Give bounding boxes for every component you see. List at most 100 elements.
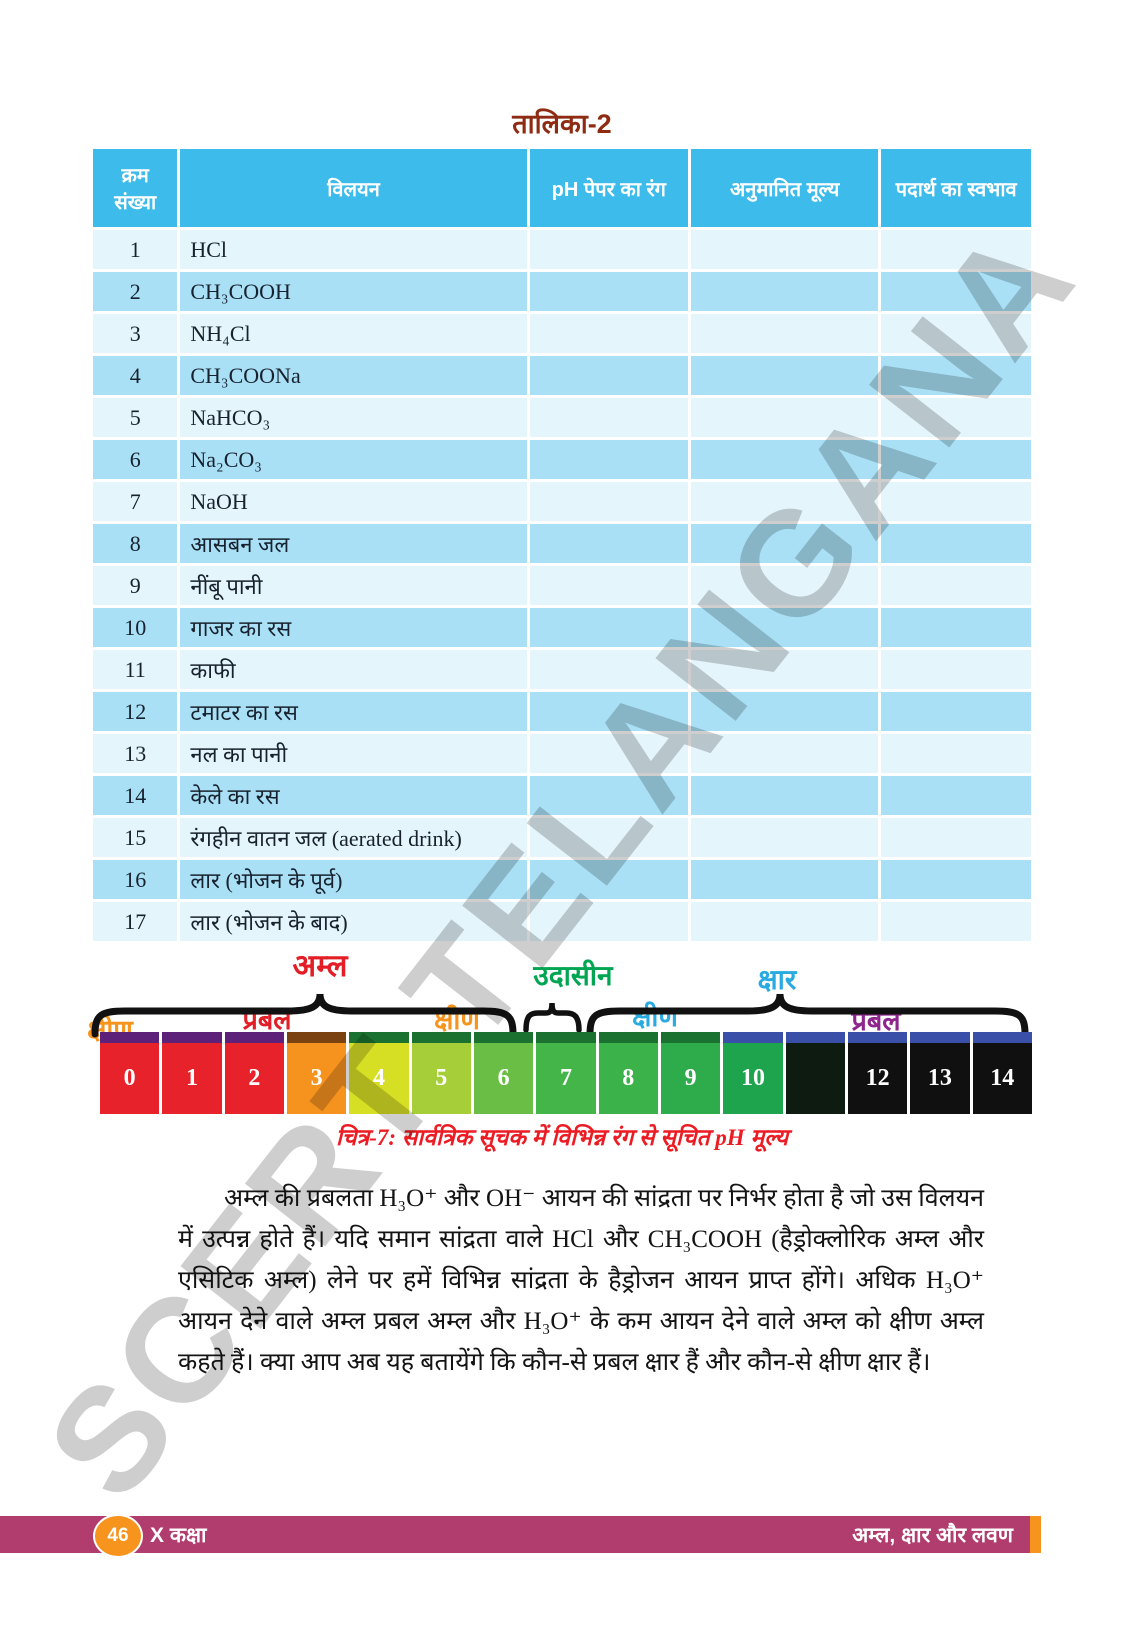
ph-scale-box: 6: [473, 1032, 534, 1114]
column-header: पदार्थ का स्वभाव: [881, 149, 1031, 227]
solution-name: गाजर का रस: [180, 608, 527, 647]
estimated-value-cell: [690, 566, 879, 605]
ph-paper-color-cell: [529, 482, 688, 521]
row-number: 4: [93, 356, 178, 395]
substance-nature-cell: [881, 608, 1031, 647]
neutral-group-label: उदासीन: [533, 960, 613, 991]
ph-paper-color-cell: [529, 356, 688, 395]
estimated-value-cell: [690, 650, 879, 689]
row-number: 11: [93, 650, 178, 689]
ph-scale-box: 13: [910, 1032, 970, 1114]
row-number: 5: [93, 398, 178, 437]
ph-scale-box: 2: [224, 1032, 284, 1114]
acid-brace: [91, 993, 517, 1038]
ph-paper-color-cell: [529, 566, 688, 605]
solution-name: केले का रस: [180, 776, 527, 815]
ph-scale-box: 14: [972, 1032, 1032, 1114]
ph-box-top-strip: [411, 1032, 471, 1043]
ph-paper-color-cell: [529, 440, 688, 479]
row-number: 10: [93, 608, 178, 647]
substance-nature-cell: [881, 230, 1031, 269]
ph-box-top-strip: [286, 1032, 347, 1043]
ph-box-top-strip: [847, 1032, 908, 1043]
ph-paper-color-cell: [529, 650, 688, 689]
substance-nature-cell: [881, 860, 1031, 899]
ph-scale-box: 4: [349, 1032, 409, 1114]
ph-paper-color-cell: [529, 776, 688, 815]
row-number: 6: [93, 440, 178, 479]
table-row: 12 टमाटर का रस: [93, 692, 1031, 731]
ph-paper-color-cell: [529, 860, 688, 899]
substance-nature-cell: [881, 734, 1031, 773]
substance-nature-cell: [881, 440, 1031, 479]
ph-box-top-strip: [723, 1032, 783, 1043]
ph-box-top-strip: [910, 1032, 970, 1043]
estimated-value-cell: [690, 860, 879, 899]
ph-paper-color-cell: [529, 692, 688, 731]
page-number-badge: 46: [93, 1514, 143, 1558]
solution-name: आसबन जल: [180, 524, 527, 563]
ph-scale-box: 7: [536, 1032, 596, 1114]
substance-nature-cell: [881, 818, 1031, 857]
solutions-table: क्रम संख्या विलयन pH पेपर का रंग अनुमानित म…: [90, 146, 1034, 944]
solution-name: CH₃COOH: [180, 272, 527, 311]
row-number: 14: [93, 776, 178, 815]
solution-name: HCl: [180, 230, 527, 269]
solution-name: नल का पानी: [180, 734, 527, 773]
table-row: 1 HCl: [93, 230, 1031, 269]
row-number: 3: [93, 314, 178, 353]
table-row: 9 नींबू पानी: [93, 566, 1031, 605]
ph-box-top-strip: [224, 1032, 284, 1043]
substance-nature-cell: [881, 314, 1031, 353]
weak-base-label: क्षीण: [632, 1002, 678, 1032]
table-row: 3 NH₄Cl: [93, 314, 1031, 353]
ph-box-top-strip: [660, 1032, 721, 1043]
ph-box-top-strip: [972, 1032, 1032, 1043]
column-header: pH पेपर का रंग: [529, 149, 688, 227]
table-row: 17 लार (भोजन के बाद): [93, 902, 1031, 941]
table-row: 7 NaOH: [93, 482, 1031, 521]
ph-scale-box: 3: [286, 1032, 347, 1114]
ph-box-top-strip: [162, 1032, 222, 1043]
neutral-brace: [523, 1002, 582, 1033]
solution-name: रंगहीन वातन जल (aerated drink): [180, 818, 527, 857]
table-row: 15 रंगहीन वातन जल (aerated drink): [93, 818, 1031, 857]
row-number: 16: [93, 860, 178, 899]
acid-group-label: अम्ल: [292, 948, 348, 983]
substance-nature-cell: [881, 524, 1031, 563]
table-row: 13 नल का पानी: [93, 734, 1031, 773]
estimated-value-cell: [690, 524, 879, 563]
ph-scale-box: 10: [723, 1032, 783, 1114]
ph-box-number: 12: [865, 1064, 890, 1091]
solution-name: NaOH: [180, 482, 527, 521]
chapter-title: अम्ल, क्षार और लवण: [852, 1524, 1013, 1547]
table-row: 5 NaHCO₃: [93, 398, 1031, 437]
substance-nature-cell: [881, 566, 1031, 605]
estimated-value-cell: [690, 608, 879, 647]
estimated-value-cell: [690, 818, 879, 857]
solution-name: Na₂CO₃: [180, 440, 527, 479]
estimated-value-cell: [690, 314, 879, 353]
column-header: विलयन: [180, 149, 527, 227]
ph-scale-box: 0: [100, 1032, 160, 1114]
table-row: 16 लार (भोजन के पूर्व): [93, 860, 1031, 899]
ph-box-top-strip: [473, 1032, 534, 1043]
substance-nature-cell: [881, 356, 1031, 395]
ph-scale-box: 9: [660, 1032, 721, 1114]
ph-paper-color-cell: [529, 314, 688, 353]
estimated-value-cell: [690, 440, 879, 479]
ph-scale-box: [785, 1032, 845, 1114]
estimated-value-cell: [690, 356, 879, 395]
row-number: 1: [93, 230, 178, 269]
table-row: 2 CH₃COOH: [93, 272, 1031, 311]
estimated-value-cell: [690, 734, 879, 773]
column-header: अनुमानित मूल्य: [690, 149, 879, 227]
solution-name: NaHCO₃: [180, 398, 527, 437]
ph-box-number: 8: [622, 1064, 635, 1091]
body-paragraph: अम्ल की प्रबलता H₃O⁺ और OH⁻ आयन की सांद्…: [178, 1185, 984, 1376]
substance-nature-cell: [881, 776, 1031, 815]
ph-box-number: 3: [310, 1064, 323, 1091]
substance-nature-cell: [881, 902, 1031, 941]
substance-nature-cell: [881, 482, 1031, 521]
base-brace: [586, 993, 1029, 1038]
